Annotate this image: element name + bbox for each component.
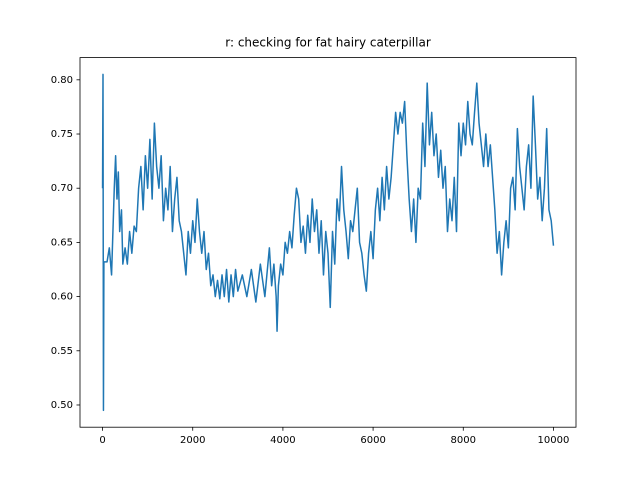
y-tick-label: 0.55: [51, 346, 73, 357]
x-tick-label: 0: [99, 435, 105, 446]
y-tick-label: 0.65: [51, 237, 73, 248]
x-tick-label: 8000: [451, 435, 476, 446]
x-tick-label: 10000: [538, 435, 570, 446]
y-tick-label: 0.75: [51, 129, 73, 140]
y-tick-label: 0.50: [51, 400, 73, 411]
chart-title: r: checking for fat hairy caterpillar: [225, 36, 431, 50]
x-tick-label: 2000: [180, 435, 205, 446]
data-line: [101, 73, 555, 412]
plot-frame: [79, 57, 577, 428]
x-tick-label: 4000: [270, 435, 295, 446]
y-tick-label: 0.70: [51, 183, 73, 194]
y-tick-label: 0.60: [51, 292, 73, 303]
y-tick-label: 0.80: [51, 75, 73, 86]
x-tick-label: 6000: [360, 435, 385, 446]
